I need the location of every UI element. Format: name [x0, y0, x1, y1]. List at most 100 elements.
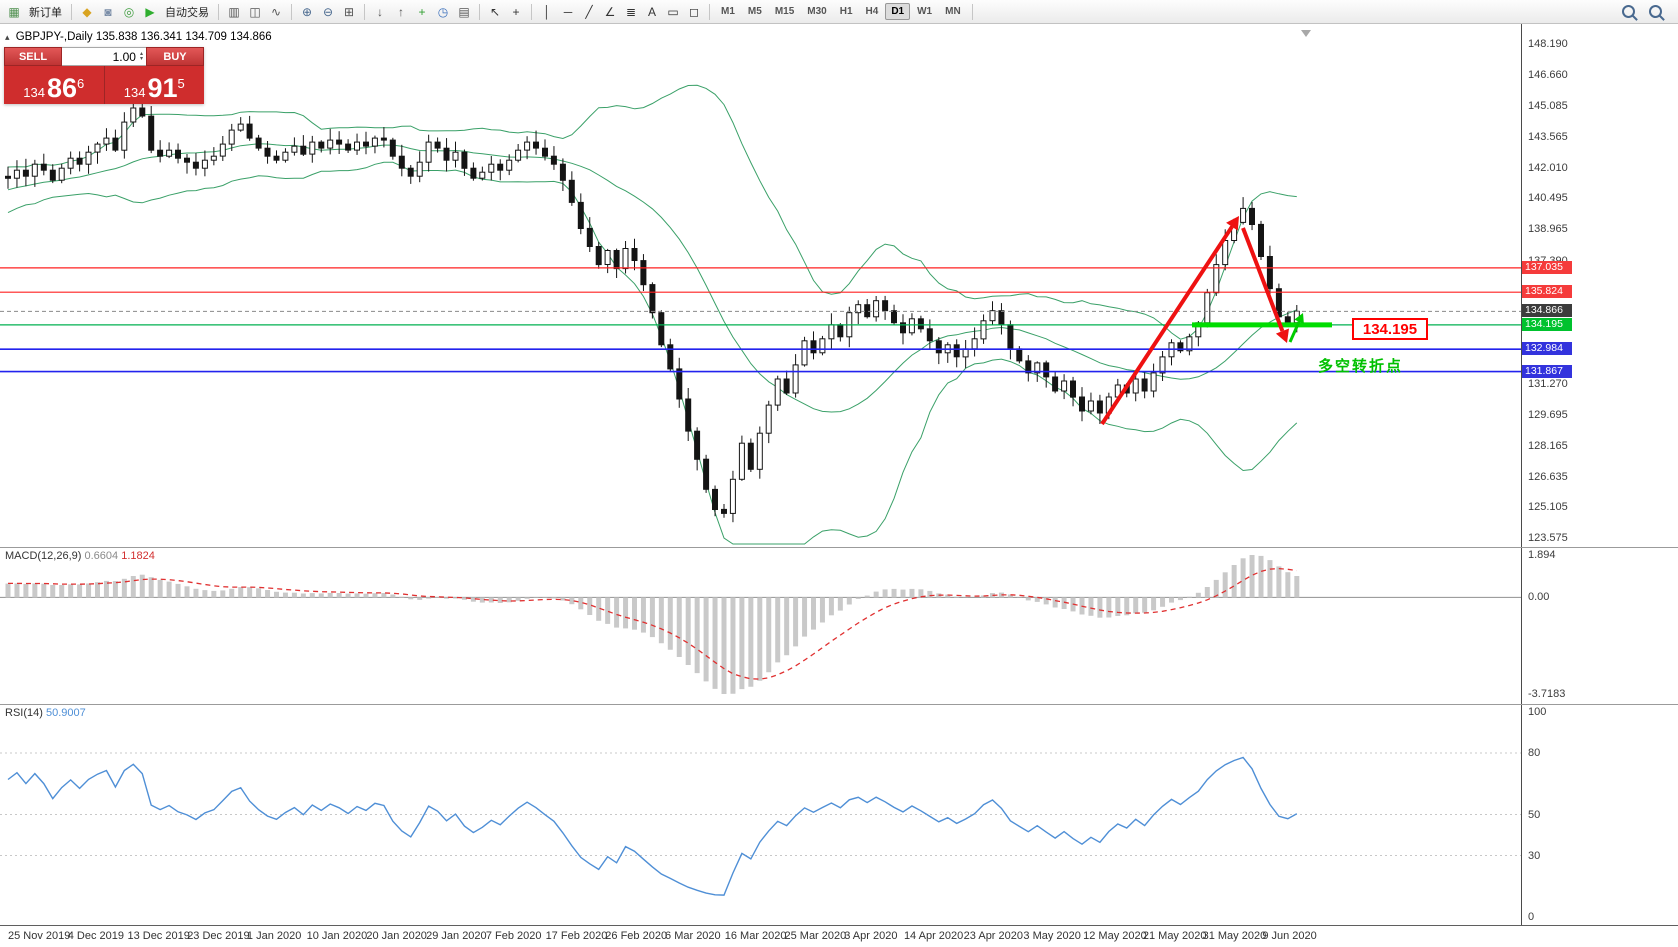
vertical-line-icon[interactable]: │ [543, 4, 551, 19]
timeframe-w1[interactable]: W1 [917, 6, 933, 17]
volume-spinner[interactable]: ▴ ▾ [139, 50, 143, 62]
candle-body [989, 310, 996, 322]
rsi-scale-label: 100 [1528, 706, 1547, 718]
toolbar: ▦ 新订单 ◆ ◙ ◎ ▶ 自动交易 ▥ ◫ ∿ ⊕ ⊖ ⊞ ↓ ↑ + ◷ ▤ ↖ + │ ─ ╱ ∠ ≣ A ▭ ◻ M1 M5 M15… [0, 0, 1678, 24]
timeframe-mn[interactable]: MN [945, 6, 961, 17]
price-callout-134195[interactable]: 134.195 [1352, 318, 1428, 340]
scroll-down-icon[interactable]: ↓ [377, 4, 383, 19]
zoom-out-icon[interactable]: ⊖ [322, 4, 334, 19]
bar-chart-icon[interactable]: ▥ [228, 4, 240, 19]
timeframe-h4[interactable]: H4 [865, 6, 879, 17]
candle-body [703, 458, 710, 490]
one-click-trading-panel: SELL 1.00 ▴ ▾ BUY 134 86 6 134 91 5 [4, 47, 204, 104]
autotrading-button[interactable]: 自动交易 [165, 6, 209, 19]
channel-icon[interactable]: ∠ [604, 4, 616, 19]
trend-arrow-2[interactable] [1241, 227, 1289, 343]
candle-body [1061, 380, 1068, 392]
search-advanced-icon[interactable] [1649, 5, 1662, 18]
profile-icon[interactable]: ◙ [104, 4, 112, 19]
zoom-in-icon[interactable]: ⊕ [301, 4, 313, 19]
templates-icon[interactable]: ▤ [458, 4, 470, 19]
trend-arrow-1[interactable] [1100, 216, 1239, 426]
candle-body [595, 246, 602, 266]
crosshair-icon[interactable]: + [512, 4, 520, 19]
timeframe-d1[interactable]: D1 [885, 3, 911, 20]
candle-body [13, 169, 20, 179]
buy-price-pips: 91 [147, 73, 178, 104]
candle-body [837, 324, 844, 338]
date-label: 16 Mar 2020 [724, 930, 787, 942]
panel-collapse-icon[interactable]: ▴ [5, 32, 10, 42]
sell-button[interactable]: SELL [4, 47, 62, 66]
horizontal-line-icon[interactable]: ─ [563, 4, 573, 19]
price-axis-label: 145.085 [1528, 100, 1568, 113]
tile-windows-icon[interactable]: ⊞ [343, 4, 355, 19]
pane-separator-rsi[interactable] [0, 704, 1678, 705]
buy-price[interactable]: 134 91 5 [104, 66, 204, 104]
macd-value-signal: 1.1824 [121, 550, 155, 562]
date-label: 13 Dec 2019 [127, 930, 190, 942]
candle-body [953, 344, 960, 358]
chart-shift-marker[interactable] [1301, 30, 1311, 37]
cursor-icon[interactable]: ↖ [489, 4, 501, 19]
date-label: 6 Mar 2020 [665, 930, 721, 942]
candle-body [175, 149, 181, 159]
rsi-scale-label: 30 [1528, 849, 1541, 862]
autotrading-icon[interactable]: ▶ [145, 4, 155, 19]
rsi-pane[interactable] [0, 704, 1521, 925]
buy-button[interactable]: BUY [146, 47, 204, 66]
bollinger-upper-band [7, 84, 1297, 340]
trend-arrow-3[interactable] [1288, 313, 1304, 343]
candlestick-icon[interactable]: ◫ [249, 4, 261, 19]
time-axis[interactable]: 25 Nov 2019 4 Dec 2019 13 Dec 2019 23 Dec 2… [0, 926, 1678, 947]
pane-separator-macd[interactable] [0, 547, 1678, 548]
scroll-up-icon[interactable]: ↑ [398, 4, 404, 19]
price-axis-label: 129.695 [1528, 409, 1568, 422]
fibonacci-icon[interactable]: ≣ [625, 4, 637, 19]
date-label: 23 Dec 2019 [187, 930, 250, 942]
volume-input[interactable]: 1.00 ▴ ▾ [62, 47, 146, 66]
layouts-icon[interactable]: ◆ [82, 4, 92, 19]
price-axis[interactable]: 148.190 146.660 145.085 143.565 142.010 140.4… [1521, 24, 1678, 925]
timeframe-h1[interactable]: H1 [839, 6, 853, 17]
price-badge-137.035: 137.035 [1522, 260, 1572, 274]
new-chart-icon[interactable]: ▦ [8, 4, 20, 19]
timeframe-m15[interactable]: M15 [774, 6, 795, 17]
shapes-icon[interactable]: ◻ [689, 4, 699, 19]
community-icon[interactable]: ◎ [123, 4, 135, 19]
turning-point-label[interactable]: 多空转折点 [1318, 358, 1404, 375]
label-tool-icon[interactable]: ▭ [667, 4, 679, 19]
macd-name: MACD(12,26,9) [5, 550, 82, 562]
trendline-icon[interactable]: ╱ [585, 4, 593, 19]
rsi-scale-label: 50 [1528, 808, 1541, 821]
candle-body [246, 123, 253, 139]
macd-value-main: 0.6604 [84, 550, 119, 562]
date-label: 26 Feb 2020 [605, 930, 668, 942]
candle-body [31, 163, 38, 177]
candle-body [935, 340, 942, 354]
line-chart-icon[interactable]: ∿ [270, 4, 282, 19]
period-clock-icon[interactable]: ◷ [437, 4, 449, 19]
date-label: 3 May 2020 [1023, 930, 1081, 942]
timeframe-m30[interactable]: M30 [807, 6, 827, 17]
text-tool-icon[interactable]: A [647, 4, 656, 19]
candle-body [5, 175, 11, 179]
new-order-button[interactable]: 新订单 [29, 6, 62, 19]
search-icon[interactable] [1622, 5, 1635, 18]
timeframe-m1[interactable]: M1 [721, 6, 735, 17]
buy-price-big-figure: 134 [123, 84, 146, 100]
timeframe-m5[interactable]: M5 [747, 6, 762, 17]
indicators-add-icon[interactable]: + [418, 4, 426, 19]
date-label: 12 May 2020 [1083, 930, 1147, 942]
main-chart[interactable] [0, 24, 1521, 547]
toolbar-separator [709, 3, 710, 20]
chart-window: 148.190 146.660 145.085 143.565 142.010 140.4… [0, 24, 1678, 947]
date-label: 20 Jan 2020 [366, 930, 427, 942]
candle-body [318, 141, 325, 149]
macd-pane[interactable] [0, 547, 1521, 704]
candle-body [649, 284, 656, 314]
sell-price[interactable]: 134 86 6 [4, 66, 105, 104]
rsi-label: RSI(14) 50.9007 [5, 707, 86, 719]
candle-body [148, 115, 155, 151]
candle-body [1016, 348, 1023, 362]
